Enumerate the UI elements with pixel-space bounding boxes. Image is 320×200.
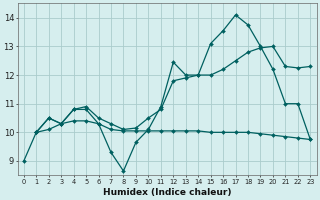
- X-axis label: Humidex (Indice chaleur): Humidex (Indice chaleur): [103, 188, 231, 197]
